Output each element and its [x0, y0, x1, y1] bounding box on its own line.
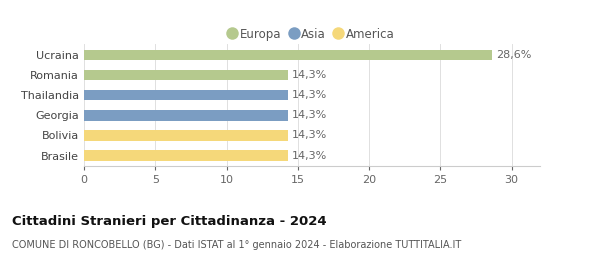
Text: Cittadini Stranieri per Cittadinanza - 2024: Cittadini Stranieri per Cittadinanza - 2… [12, 214, 326, 228]
Text: 28,6%: 28,6% [496, 50, 531, 60]
Bar [84, 90, 288, 100]
Bar [84, 50, 491, 60]
Bar [84, 110, 288, 121]
Text: 14,3%: 14,3% [292, 131, 328, 140]
Text: 14,3%: 14,3% [292, 151, 328, 161]
Text: 14,3%: 14,3% [292, 90, 328, 100]
Text: 14,3%: 14,3% [292, 70, 328, 80]
Text: 14,3%: 14,3% [292, 110, 328, 120]
Text: COMUNE DI RONCOBELLO (BG) - Dati ISTAT al 1° gennaio 2024 - Elaborazione TUTTITA: COMUNE DI RONCOBELLO (BG) - Dati ISTAT a… [12, 240, 461, 250]
Bar [84, 130, 288, 141]
Bar [84, 70, 288, 80]
Legend: Europa, Asia, America: Europa, Asia, America [224, 23, 400, 46]
Bar [84, 150, 288, 161]
